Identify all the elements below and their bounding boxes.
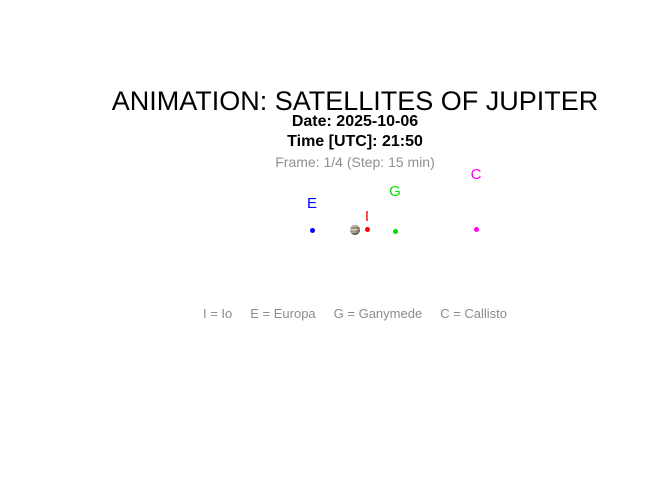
legend-item-europa: E = Europa [250,306,316,321]
date-line: Date: 2025-10-06 [291,113,419,130]
legend-item-ganymede: G = Ganymede [333,306,423,321]
jupiter-planet [350,225,360,235]
satellite-dot-europa [309,227,315,233]
satellite-label-callisto: C [470,166,482,183]
satellite-dot-callisto [473,226,479,232]
satellite-label-europa: E [306,195,318,212]
legend-item-callisto: C = Callisto [440,306,508,321]
satellite-dot-io [364,226,370,232]
satellite-label-io: I [364,208,370,225]
time-line: Time [UTC]: 21:50 [287,133,423,150]
satellite-dot-ganymede [392,228,398,234]
frame-counter: Frame: 1/4 (Step: 15 min) [275,154,435,170]
satellite-label-ganymede: G [389,183,401,200]
legend: I = Io E = Europa G = Ganymede C = Calli… [203,306,507,321]
plot-title: ANIMATION: SATELLITES OF JUPITER [111,86,599,116]
legend-item-io: I = Io [202,306,233,321]
